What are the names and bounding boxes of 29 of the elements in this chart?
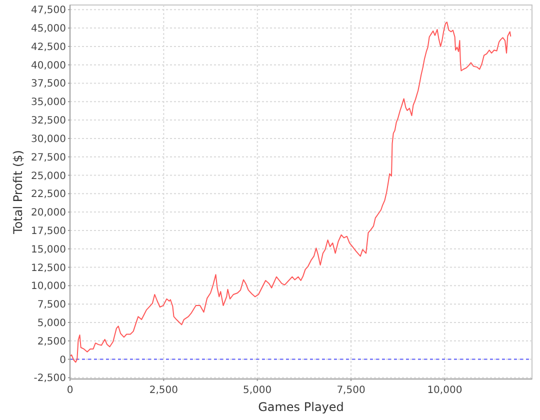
y-tick-label: 32,500 [31,116,66,127]
y-tick-label: 12,500 [31,262,66,274]
y-tick-label: 25,000 [31,170,66,182]
y-tick-label: 47,500 [31,5,66,16]
y-tick-label: 7,500 [37,300,66,311]
y-tick-label: 45,000 [31,24,66,35]
x-axis-title: Games Played [258,400,344,414]
y-tick-label: 0 [60,354,66,366]
y-axis-title: Total Profit ($) [11,150,25,235]
x-tick-label: 10,000 [427,385,462,396]
x-tick-label: 7,500 [336,385,366,396]
x-tick-label: 2,500 [149,385,178,396]
y-tick-label: 42,500 [31,42,66,53]
x-tick-label: 5,000 [243,385,272,396]
y-tick-label: 22,500 [31,189,66,200]
line-series [70,22,512,363]
y-tick-label: 10,000 [31,281,66,292]
y-tick-label: 35,000 [31,97,66,108]
x-tick-label: 0 [66,385,74,396]
y-tick-label: 37,500 [31,78,66,90]
y-tick-label: -2,500 [34,373,66,384]
y-tick-label: 30,000 [31,134,66,145]
y-tick-label: 40,000 [31,60,66,72]
y-tick-label: 17,500 [31,226,66,237]
y-tick-label: 20,000 [31,208,66,219]
y-tick-label: 15,000 [31,244,66,256]
y-tick-label: 2,500 [37,336,66,348]
y-tick-label: 5,000 [37,318,66,329]
y-tick-label: 27,500 [31,152,66,164]
